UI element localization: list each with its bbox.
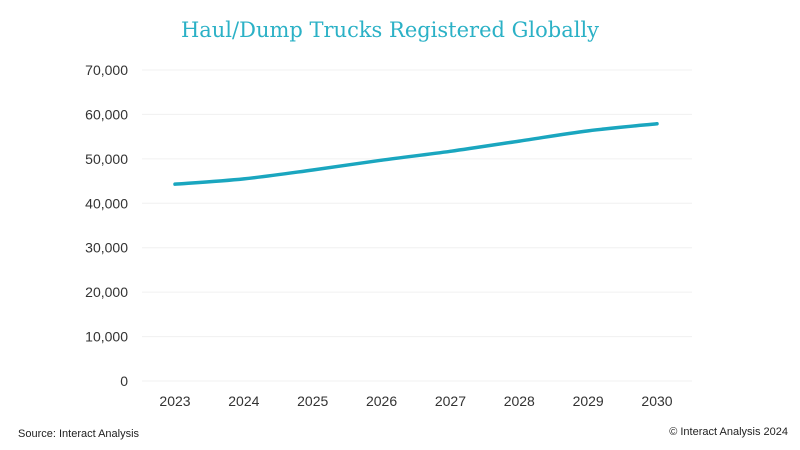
x-tick-label: 2025 bbox=[297, 393, 328, 409]
x-tick-label: 2026 bbox=[366, 393, 397, 409]
y-tick-label: 40,000 bbox=[85, 195, 128, 211]
data-point bbox=[380, 158, 384, 162]
y-tick-label: 0 bbox=[120, 373, 128, 389]
chart-title: Haul/Dump Trucks Registered Globally bbox=[180, 18, 600, 42]
copyright-note: © Interact Analysis 2024 bbox=[669, 426, 788, 438]
y-tick-label: 20,000 bbox=[85, 284, 128, 300]
series-layer bbox=[173, 122, 659, 186]
y-tick-label: 10,000 bbox=[85, 329, 128, 345]
x-tick-label: 2023 bbox=[159, 393, 190, 409]
data-point bbox=[311, 168, 315, 172]
data-point bbox=[517, 139, 521, 143]
x-tick-label: 2029 bbox=[573, 393, 604, 409]
y-tick-label: 30,000 bbox=[85, 240, 128, 256]
x-tick-label: 2028 bbox=[504, 393, 535, 409]
data-point bbox=[242, 177, 246, 181]
y-tick-label: 50,000 bbox=[85, 151, 128, 167]
x-tick-label: 2030 bbox=[641, 393, 672, 409]
y-tick-label: 70,000 bbox=[85, 62, 128, 78]
series-line bbox=[173, 122, 659, 186]
data-point bbox=[448, 149, 452, 153]
data-point bbox=[655, 122, 659, 126]
y-tick-label: 60,000 bbox=[85, 106, 128, 122]
data-point bbox=[586, 129, 590, 133]
gridlines bbox=[142, 69, 692, 382]
source-note: Source: Interact Analysis bbox=[18, 428, 140, 440]
x-tick-label: 2027 bbox=[435, 393, 466, 409]
x-axis-tick-labels: 2023 2024 2025 2026 2027 2028 2029 2030 bbox=[159, 393, 672, 409]
data-point bbox=[173, 182, 177, 186]
y-axis-tick-labels: 0 10,000 20,000 30,000 40,000 50,000 60,000 70,… bbox=[85, 62, 128, 389]
x-tick-label: 2024 bbox=[228, 393, 259, 409]
